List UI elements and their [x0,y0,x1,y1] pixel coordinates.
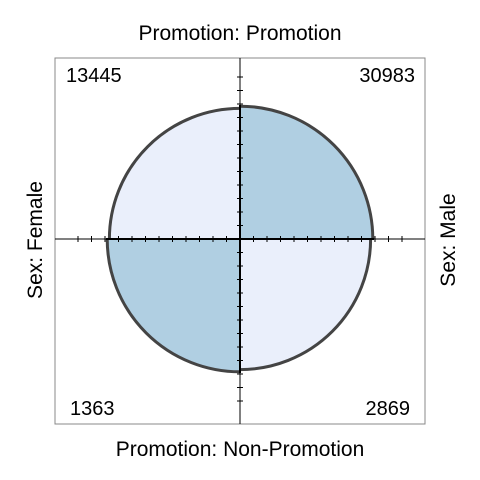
count-bottom-left: 1363 [70,398,115,420]
top-label: Promotion: Promotion [138,22,341,45]
count-top-left: 13445 [66,65,122,87]
wedge-outline-bottom-left [105,238,241,374]
wedge-bottom-left [107,239,241,372]
circle-outline-group [105,104,375,374]
wedge-outline-top-left [107,106,241,240]
bottom-label: Promotion: Non-Promotion [116,438,365,461]
wedge-top-left [109,108,240,239]
count-bottom-right: 2869 [366,398,411,420]
count-top-right: 30983 [359,65,415,87]
wedge-outline-top-right [239,104,375,240]
wedges-group [107,106,373,372]
wedge-top-right [240,106,373,240]
right-label: Sex: Male [437,193,460,286]
left-label: Sex: Female [24,181,47,299]
axes-group [55,58,425,424]
wedge-outline-bottom-right [239,238,373,372]
wedge-bottom-right [240,239,371,370]
